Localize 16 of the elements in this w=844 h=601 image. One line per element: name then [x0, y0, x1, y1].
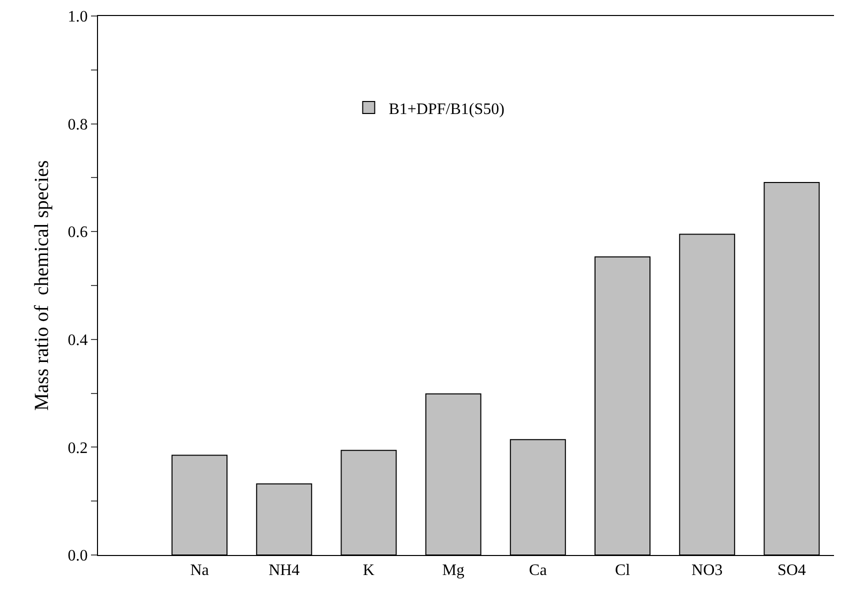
y-tick-label: 0.6 — [68, 224, 88, 242]
x-tick-label: Mg — [442, 562, 464, 580]
y-tick-label: 0.2 — [68, 440, 88, 457]
y-axis-title: Mass ratio of chemical species — [31, 160, 53, 411]
x-tick-label: NH4 — [268, 562, 300, 580]
y-tick-label: 0.8 — [68, 116, 88, 134]
y-tick-label: 0.4 — [68, 332, 88, 349]
x-tick-label: NO3 — [692, 562, 723, 580]
legend-label: B1+DPF/B1(S50) — [388, 100, 504, 118]
x-tick-label: K — [362, 562, 375, 580]
x-tick-label: Na — [190, 562, 209, 580]
y-tick-label: 0.0 — [68, 548, 88, 565]
y-tick-label: 1.0 — [68, 8, 88, 26]
x-tick-label: Ca — [529, 562, 547, 580]
x-tick-label: SO4 — [777, 562, 806, 580]
x-tick-label: Cl — [614, 562, 631, 580]
